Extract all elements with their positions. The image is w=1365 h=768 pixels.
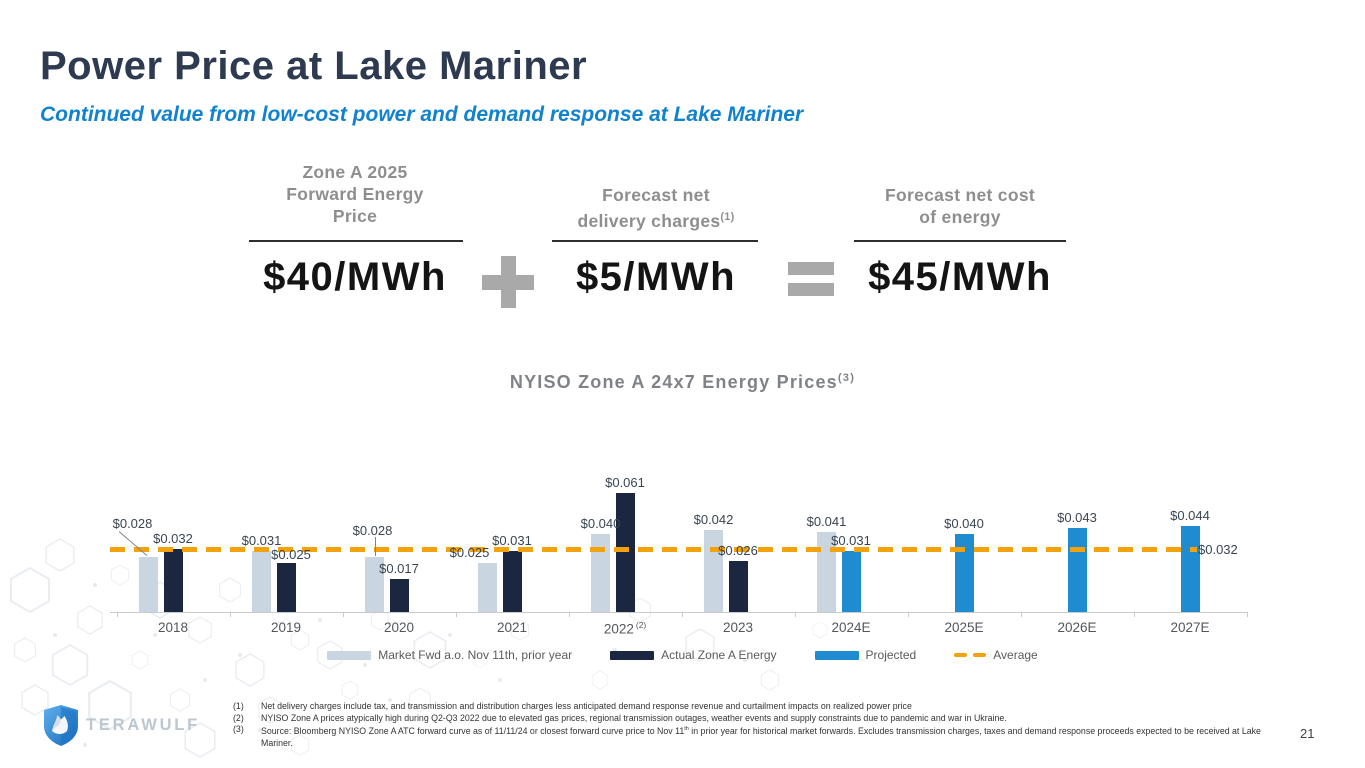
equation-header-delivery-charges: Forecast net delivery charges(1) [577, 185, 735, 231]
average-line [110, 547, 1197, 552]
x-axis-tick [1133, 612, 1135, 617]
net-cost-value: $45/MWh [868, 255, 1052, 299]
x-axis-tick [1020, 612, 1022, 617]
bar [728, 561, 748, 612]
label-leader-line [374, 537, 376, 557]
legend-swatch-market-fwd [327, 650, 372, 660]
underline [854, 240, 1066, 242]
bar [389, 578, 409, 612]
bar [591, 533, 610, 612]
legend-dash-average [954, 652, 987, 658]
bar [817, 531, 836, 612]
bar-value-label: $0.025 [449, 545, 490, 561]
bar-value-label: $0.031 [831, 533, 871, 549]
bar [954, 533, 974, 612]
bar-value-label: $0.043 [1057, 509, 1097, 525]
bar-value-label: $0.031 [492, 533, 532, 549]
legend-item-projected: Projected [814, 648, 916, 662]
underline [249, 240, 463, 242]
bar [163, 549, 183, 612]
footnote-1: (1) Net delivery charges include tax, an… [233, 701, 912, 711]
x-axis-label: 2021 [496, 620, 528, 635]
x-axis-label: 2022 (2) [603, 620, 647, 637]
bar-value-label: $0.061 [605, 474, 645, 490]
page-title: Power Price at Lake Mariner [40, 44, 588, 88]
bar-value-label: $0.044 [1170, 507, 1210, 523]
x-axis-tick [681, 612, 683, 617]
x-axis-tick [229, 612, 231, 617]
footnote-3: (3) Source: Bloomberg NYISO Zone A ATC f… [233, 724, 1261, 748]
bar-value-label: $0.041 [806, 513, 847, 529]
x-axis-label: 2027E [1170, 620, 1210, 635]
chart-legend: Market Fwd a.o. Nov 11th, prior year Act… [0, 648, 1365, 662]
terawulf-logo: TERAWULF [44, 705, 200, 746]
x-axis-label: 2026E [1057, 620, 1097, 635]
bar [841, 551, 861, 612]
delivery-charge-value: $5/MWh [575, 255, 737, 299]
bar-value-label: $0.032 [153, 531, 193, 547]
bar [502, 551, 522, 612]
bar [252, 551, 271, 612]
legend-item-actual: Actual Zone A Energy [610, 648, 777, 662]
bar [478, 563, 497, 612]
bar [1180, 525, 1200, 612]
x-axis-label: 2024E [831, 620, 871, 635]
legend-swatch-actual [610, 650, 655, 660]
bar-value-label: $0.031 [241, 533, 282, 549]
bar-value-label: $0.028 [352, 523, 393, 539]
terawulf-wordmark: TERAWULF [86, 716, 201, 734]
bar [615, 492, 635, 612]
terawulf-shield-icon [44, 705, 78, 746]
equals-icon [788, 262, 834, 296]
bar [139, 557, 158, 612]
legend-item-average: Average [954, 648, 1038, 662]
forward-price-value: $40/MWh [263, 255, 447, 299]
x-axis-line [110, 612, 1247, 613]
bar [1067, 527, 1087, 612]
x-axis-label: 2025E [944, 620, 984, 635]
x-axis-tick [455, 612, 457, 617]
bar-value-label: $0.042 [693, 511, 734, 527]
x-axis-tick [794, 612, 796, 617]
x-axis-label: 2019 [270, 620, 302, 635]
legend-swatch-projected [814, 650, 859, 660]
legend-item-market-fwd: Market Fwd a.o. Nov 11th, prior year [327, 648, 572, 662]
average-value-label: $0.032 [1198, 542, 1238, 558]
bar-value-label: $0.026 [718, 543, 758, 559]
x-axis-label: 2023 [722, 620, 754, 635]
page-subtitle: Continued value from low-cost power and … [40, 103, 804, 126]
bar [365, 557, 384, 612]
equation-header-net-cost: Forecast net cost of energy [884, 185, 1035, 227]
x-axis-label: 2020 [383, 620, 415, 635]
x-axis-tick [568, 612, 570, 617]
bar-value-label: $0.040 [580, 515, 621, 531]
x-axis-tick [116, 612, 118, 617]
equation-header-forward-price: Zone A 2025 Forward Energy Price [286, 162, 424, 226]
bar [276, 563, 296, 612]
page-number: 21 [1300, 726, 1315, 741]
plus-icon [482, 256, 534, 308]
x-axis-tick [1246, 612, 1248, 617]
bar-value-label: $0.040 [944, 515, 984, 531]
x-axis-tick [907, 612, 909, 617]
bar-value-label: $0.025 [271, 547, 311, 563]
x-axis-tick [342, 612, 344, 617]
chart-title: NYISO Zone A 24x7 Energy Prices(3) [509, 372, 856, 392]
footnote-2: (2) NYISO Zone A prices atypically high … [233, 712, 1007, 723]
underline [552, 240, 758, 242]
bar-value-label: $0.028 [112, 516, 153, 532]
x-axis-label: 2018 [157, 620, 189, 635]
bar-value-label: $0.017 [379, 560, 419, 576]
footnotes: (1) Net delivery charges include tax, an… [233, 701, 1261, 749]
